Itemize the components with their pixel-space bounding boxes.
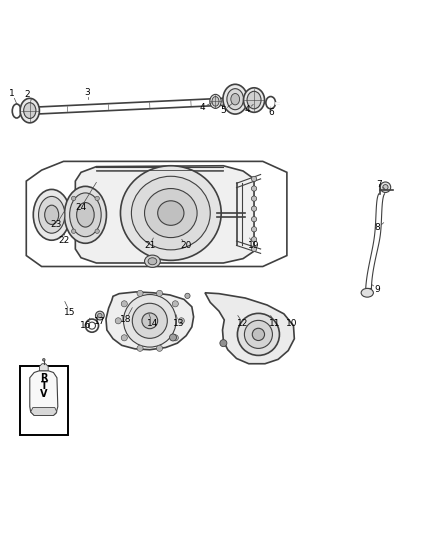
- Circle shape: [185, 293, 190, 298]
- Circle shape: [251, 216, 257, 222]
- Circle shape: [156, 290, 162, 296]
- Circle shape: [251, 186, 257, 191]
- Circle shape: [121, 335, 127, 341]
- Ellipse shape: [227, 88, 244, 110]
- Ellipse shape: [210, 94, 221, 108]
- Text: 4: 4: [245, 105, 250, 114]
- Text: 23: 23: [50, 220, 62, 229]
- Ellipse shape: [20, 98, 39, 123]
- Circle shape: [115, 318, 121, 324]
- Text: 8: 8: [374, 223, 381, 232]
- Circle shape: [71, 196, 76, 200]
- Ellipse shape: [145, 255, 160, 268]
- Circle shape: [121, 301, 127, 307]
- Ellipse shape: [361, 288, 373, 297]
- Text: V: V: [40, 389, 48, 399]
- Text: 10: 10: [286, 319, 297, 328]
- Circle shape: [251, 227, 257, 232]
- Ellipse shape: [45, 205, 59, 224]
- Circle shape: [95, 229, 99, 233]
- Circle shape: [95, 311, 104, 320]
- Ellipse shape: [64, 187, 106, 243]
- Ellipse shape: [70, 193, 101, 237]
- Circle shape: [132, 303, 167, 338]
- Text: 15: 15: [64, 308, 76, 317]
- Ellipse shape: [145, 189, 197, 238]
- Text: 21: 21: [144, 241, 155, 250]
- Circle shape: [137, 345, 143, 351]
- Ellipse shape: [24, 103, 36, 118]
- Circle shape: [251, 237, 257, 242]
- Text: 16: 16: [80, 321, 91, 330]
- Circle shape: [172, 335, 178, 341]
- Text: 12: 12: [237, 319, 249, 328]
- Polygon shape: [31, 408, 57, 415]
- Ellipse shape: [244, 88, 265, 112]
- Circle shape: [237, 313, 279, 356]
- Text: 22: 22: [58, 236, 69, 245]
- Ellipse shape: [231, 93, 240, 105]
- Text: 14: 14: [147, 319, 158, 328]
- Text: 17: 17: [94, 317, 106, 326]
- Text: 7: 7: [376, 180, 382, 189]
- Circle shape: [172, 301, 178, 307]
- Ellipse shape: [148, 258, 157, 265]
- Circle shape: [251, 196, 257, 201]
- Polygon shape: [205, 293, 294, 364]
- Circle shape: [251, 246, 257, 252]
- Circle shape: [142, 313, 158, 329]
- Circle shape: [252, 328, 265, 341]
- Circle shape: [251, 206, 257, 211]
- Polygon shape: [30, 371, 58, 415]
- Circle shape: [170, 334, 177, 341]
- Circle shape: [251, 176, 257, 182]
- Circle shape: [124, 295, 176, 347]
- Circle shape: [71, 229, 76, 233]
- Ellipse shape: [131, 176, 210, 250]
- Text: 4: 4: [200, 103, 205, 112]
- Text: 2: 2: [25, 90, 30, 99]
- Text: 6: 6: [268, 108, 275, 117]
- Ellipse shape: [212, 96, 219, 106]
- Circle shape: [95, 196, 99, 200]
- Circle shape: [178, 318, 184, 324]
- Text: 3: 3: [85, 87, 91, 96]
- FancyBboxPatch shape: [20, 366, 68, 435]
- Ellipse shape: [247, 91, 261, 109]
- Text: R: R: [40, 373, 48, 383]
- Ellipse shape: [39, 197, 65, 233]
- Circle shape: [220, 340, 227, 346]
- Text: T: T: [40, 381, 47, 391]
- Ellipse shape: [158, 201, 184, 225]
- Ellipse shape: [120, 166, 221, 260]
- Circle shape: [383, 184, 388, 190]
- Text: 18: 18: [120, 314, 132, 324]
- Text: 20: 20: [180, 241, 192, 250]
- Circle shape: [380, 182, 391, 192]
- Circle shape: [137, 290, 143, 296]
- Ellipse shape: [223, 84, 247, 114]
- Text: 11: 11: [269, 319, 281, 328]
- Polygon shape: [75, 166, 254, 263]
- Circle shape: [98, 313, 102, 318]
- Circle shape: [156, 345, 162, 351]
- Text: 24: 24: [75, 203, 87, 212]
- Text: 13: 13: [173, 319, 184, 328]
- Circle shape: [244, 320, 272, 349]
- Circle shape: [42, 359, 45, 361]
- Text: 9: 9: [374, 285, 381, 294]
- Ellipse shape: [77, 203, 94, 227]
- Ellipse shape: [33, 189, 70, 240]
- Text: 19: 19: [248, 241, 260, 250]
- Text: 1: 1: [9, 89, 15, 98]
- Polygon shape: [106, 292, 194, 350]
- Text: 5: 5: [220, 106, 226, 115]
- Polygon shape: [39, 364, 48, 371]
